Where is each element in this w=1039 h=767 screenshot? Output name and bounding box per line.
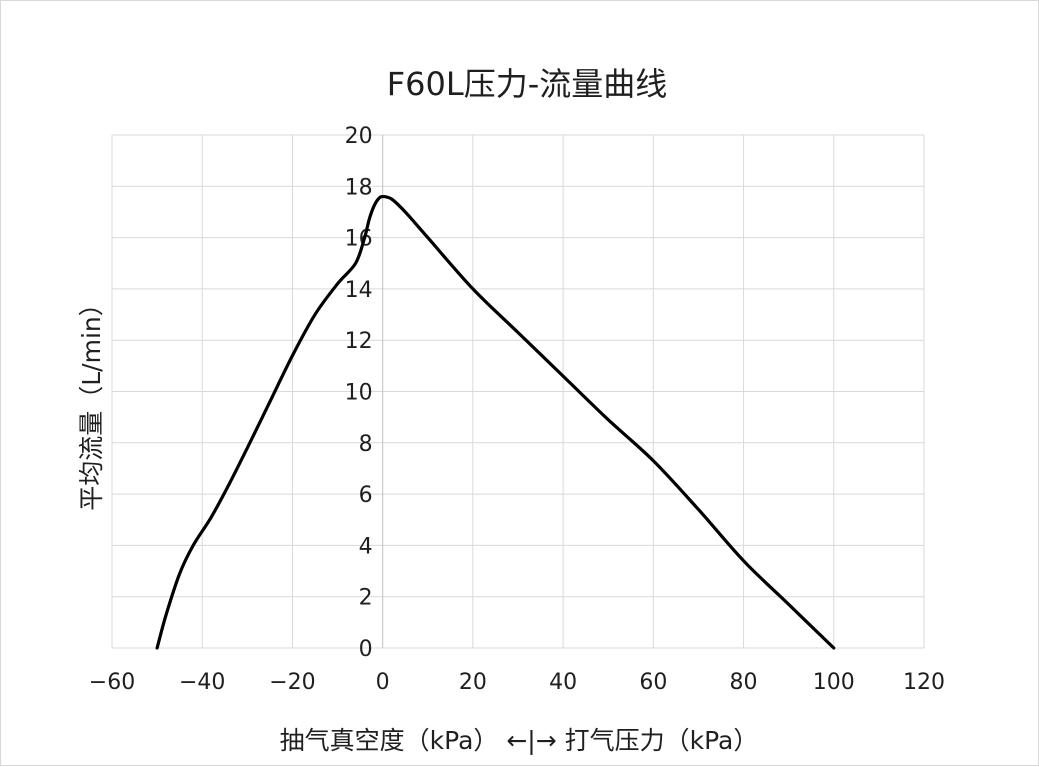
- y-tick-label: 4: [359, 534, 373, 559]
- x-tick-label: 120: [903, 670, 945, 695]
- x-tick-label: 80: [730, 670, 758, 695]
- y-tick-label: 2: [359, 586, 373, 611]
- x-axis-title: 抽气真空度（kPa） ←|→ 打气压力（kPa）: [280, 726, 759, 755]
- y-tick-label: 10: [345, 381, 373, 406]
- x-tick-label: 100: [813, 670, 855, 695]
- grid: [111, 134, 925, 649]
- x-tick-label: 40: [549, 670, 577, 695]
- y-tick-label: 16: [345, 227, 373, 252]
- x-tick-label: −60: [89, 670, 135, 695]
- x-tick-label: 60: [639, 670, 667, 695]
- y-tick-label: 0: [359, 637, 373, 662]
- series-line: [155, 194, 836, 650]
- x-tick-label: −40: [179, 670, 225, 695]
- x-tick-label: 20: [459, 670, 487, 695]
- chart-title: F60L压力-流量曲线: [387, 65, 668, 103]
- x-tick-label: 0: [376, 670, 390, 695]
- tick-labels: 0 2 4 6 8 10 12 14 16 18 20 −60 −40 −20 0 20 40 60 80 100 12…: [89, 124, 945, 695]
- y-tick-label: 8: [359, 432, 373, 457]
- y-tick-label: 14: [345, 278, 373, 303]
- x-tick-label: −20: [269, 670, 315, 695]
- y-tick-label: 18: [345, 175, 373, 200]
- y-tick-label: 20: [345, 124, 373, 149]
- y-axis-title: 平均流量（L/min）: [77, 291, 106, 511]
- y-tick-label: 6: [359, 483, 373, 508]
- y-tick-label: 12: [345, 329, 373, 354]
